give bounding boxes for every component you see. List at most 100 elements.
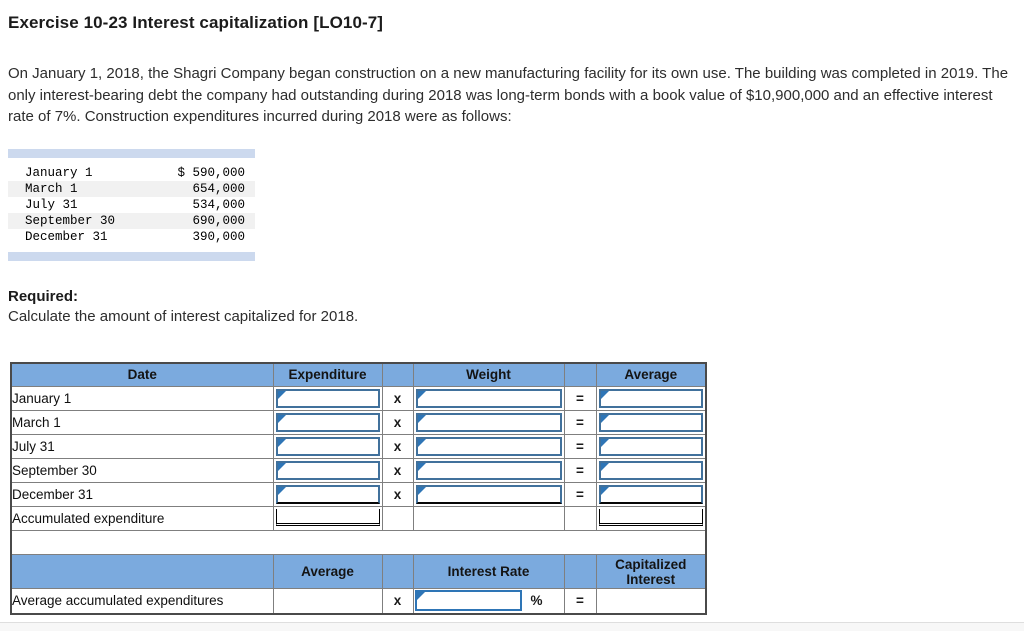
- expenditure-input[interactable]: [275, 485, 380, 504]
- percent-sign: %: [530, 593, 543, 609]
- average-total-cell: [598, 509, 703, 526]
- comment-flag-icon: [600, 415, 609, 423]
- multiply-operator: x: [381, 482, 414, 507]
- expenditure-row: July 31 534,000: [8, 197, 255, 213]
- weight-input[interactable]: [415, 413, 562, 432]
- row-label: July 31: [10, 434, 274, 459]
- expenditure-date: March 1: [25, 181, 78, 196]
- total-row: Accumulated expenditure: [10, 506, 707, 531]
- weight-input[interactable]: [415, 389, 562, 408]
- col-header-date: Date: [10, 362, 274, 387]
- col-header-capitalized-interest: Capitalized Interest: [595, 554, 707, 589]
- comment-flag-icon: [277, 439, 286, 447]
- empty-cell: [381, 506, 414, 531]
- row-label: January 1: [10, 386, 274, 411]
- expenditure-input[interactable]: [275, 413, 380, 432]
- average-input[interactable]: [598, 413, 703, 432]
- comment-flag-icon: [417, 439, 426, 447]
- required-section: Required: Calculate the amount of intere…: [8, 288, 1024, 325]
- equals-operator: =: [563, 482, 597, 507]
- average-value-cell: [272, 588, 383, 614]
- equals-operator: =: [563, 588, 597, 614]
- multiply-operator: x: [381, 386, 414, 411]
- weight-input[interactable]: [415, 437, 562, 456]
- worksheet-header-row: Date Expenditure Weight Average: [10, 362, 707, 387]
- col-header-blank: [10, 554, 274, 589]
- multiply-operator: x: [381, 458, 414, 483]
- col-header-average: Average: [595, 362, 707, 387]
- col-header-interest-rate: Interest Rate: [412, 554, 565, 589]
- col-header-weight: Weight: [412, 362, 565, 387]
- expenditure-row: March 1 654,000: [8, 180, 255, 197]
- expenditure-input[interactable]: [275, 389, 380, 408]
- comment-flag-icon: [277, 463, 286, 471]
- summary-row-label: Average accumulated expenditures: [10, 588, 274, 614]
- table-row: January 1 x =: [10, 386, 707, 411]
- average-input[interactable]: [598, 389, 703, 408]
- comment-flag-icon: [416, 592, 425, 601]
- equals-operator: =: [563, 410, 597, 435]
- average-input[interactable]: [598, 437, 703, 456]
- comment-flag-icon: [417, 463, 426, 471]
- comment-flag-icon: [600, 391, 609, 399]
- comment-flag-icon: [600, 487, 609, 495]
- col-header-spacer: [563, 362, 597, 387]
- expenditure-date: July 31: [25, 197, 78, 212]
- spacer-cell: [10, 530, 707, 555]
- accumulated-expenditure-total-cell: [275, 509, 380, 526]
- interest-rate-cell: %: [413, 589, 564, 613]
- multiply-operator: x: [381, 434, 414, 459]
- comment-flag-icon: [417, 391, 426, 399]
- equals-operator: =: [563, 458, 597, 483]
- page-title: Exercise 10-23 Interest capitalization […: [8, 13, 384, 32]
- row-label: December 31: [10, 482, 274, 507]
- col-header-expenditure: Expenditure: [272, 362, 383, 387]
- multiply-operator: x: [381, 588, 414, 614]
- expenditure-row: January 1 $ 590,000: [8, 165, 255, 181]
- weight-input[interactable]: [415, 485, 562, 504]
- calculation-table: Date Expenditure Weight Average January …: [10, 361, 707, 615]
- expenditure-input[interactable]: [275, 437, 380, 456]
- summary-row: Average accumulated expenditures x % =: [10, 588, 707, 614]
- equals-operator: =: [563, 386, 597, 411]
- summary-header-row: Average Interest Rate Capitalized Intere…: [10, 554, 707, 589]
- col-header-spacer: [563, 554, 597, 589]
- expenditure-amount: 534,000: [192, 197, 245, 212]
- footer-strip: [0, 622, 1024, 631]
- col-header-spacer: [381, 554, 414, 589]
- col-header-average: Average: [272, 554, 383, 589]
- table-row: September 30 x =: [10, 458, 707, 483]
- divider-band: [8, 148, 255, 158]
- expenditure-amount: 654,000: [192, 181, 245, 196]
- expenditure-date: September 30: [25, 213, 116, 228]
- expenditure-schedule: January 1 $ 590,000 March 1 654,000 July…: [8, 148, 255, 261]
- comment-flag-icon: [277, 487, 286, 495]
- average-input[interactable]: [598, 485, 703, 504]
- total-row-label: Accumulated expenditure: [10, 506, 274, 531]
- spacer-row: [10, 530, 707, 555]
- comment-flag-icon: [417, 415, 426, 423]
- weight-input[interactable]: [415, 461, 562, 480]
- comment-flag-icon: [277, 415, 286, 423]
- expenditure-input[interactable]: [275, 461, 380, 480]
- expenditure-date: December 31: [25, 229, 108, 244]
- required-label: Required:: [8, 287, 79, 305]
- comment-flag-icon: [277, 391, 286, 399]
- expenditure-date: January 1: [25, 165, 93, 180]
- empty-cell: [412, 506, 565, 531]
- row-label: March 1: [10, 410, 274, 435]
- expenditure-amount: 390,000: [192, 229, 245, 244]
- table-row: December 31 x =: [10, 482, 707, 507]
- col-header-spacer: [381, 362, 414, 387]
- divider-band: [8, 251, 255, 261]
- equals-operator: =: [563, 434, 597, 459]
- interest-rate-input[interactable]: [414, 590, 522, 612]
- average-input[interactable]: [598, 461, 703, 480]
- table-row: July 31 x =: [10, 434, 707, 459]
- empty-cell: [563, 506, 597, 531]
- table-row: March 1 x =: [10, 410, 707, 435]
- capitalized-interest-value-cell: [595, 588, 707, 614]
- problem-text: On January 1, 2018, the Shagri Company b…: [8, 65, 1009, 125]
- comment-flag-icon: [600, 463, 609, 471]
- expenditure-amount: $ 590,000: [177, 165, 245, 180]
